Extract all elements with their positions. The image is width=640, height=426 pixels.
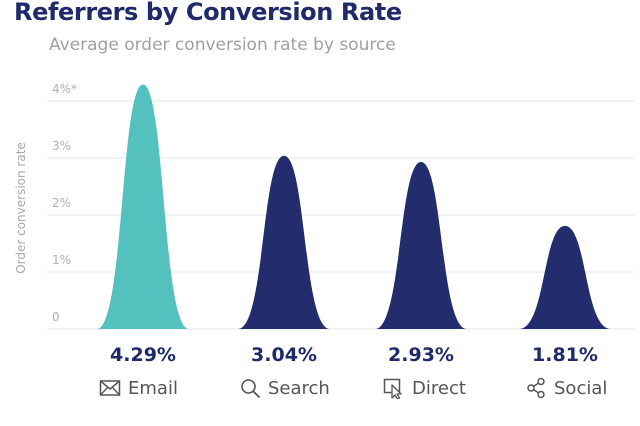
category-email: Email bbox=[99, 375, 178, 401]
value-label-search: 3.04% bbox=[251, 344, 317, 366]
category-label-direct: Direct bbox=[412, 377, 466, 399]
y-tick-label: 2% bbox=[52, 196, 71, 210]
envelope-icon bbox=[99, 377, 121, 399]
category-label-search: Search bbox=[268, 377, 330, 399]
peak-social bbox=[519, 225, 611, 329]
chart-subtitle: Average order conversion rate by source bbox=[49, 35, 396, 55]
value-label-email: 4.29% bbox=[110, 344, 176, 366]
magnifier-icon bbox=[239, 377, 261, 399]
category-label-social: Social bbox=[554, 377, 608, 399]
cursor-icon bbox=[383, 377, 405, 399]
peak-email bbox=[97, 84, 189, 329]
peak-direct bbox=[375, 161, 467, 329]
y-tick-label: 3% bbox=[52, 139, 71, 153]
category-social: Social bbox=[525, 375, 607, 401]
category-search: Search bbox=[239, 375, 330, 401]
y-tick-label: 4%* bbox=[52, 82, 77, 96]
value-label-direct: 2.93% bbox=[388, 344, 454, 366]
share-icon bbox=[525, 377, 547, 399]
chart-title: Referrers by Conversion Rate bbox=[14, 0, 402, 26]
category-direct: Direct bbox=[383, 375, 466, 401]
y-tick-label: 0 bbox=[52, 310, 60, 324]
y-tick-label: 1% bbox=[52, 253, 71, 267]
value-label-social: 1.81% bbox=[532, 344, 598, 366]
category-label-email: Email bbox=[128, 377, 178, 399]
peak-search bbox=[238, 155, 330, 329]
